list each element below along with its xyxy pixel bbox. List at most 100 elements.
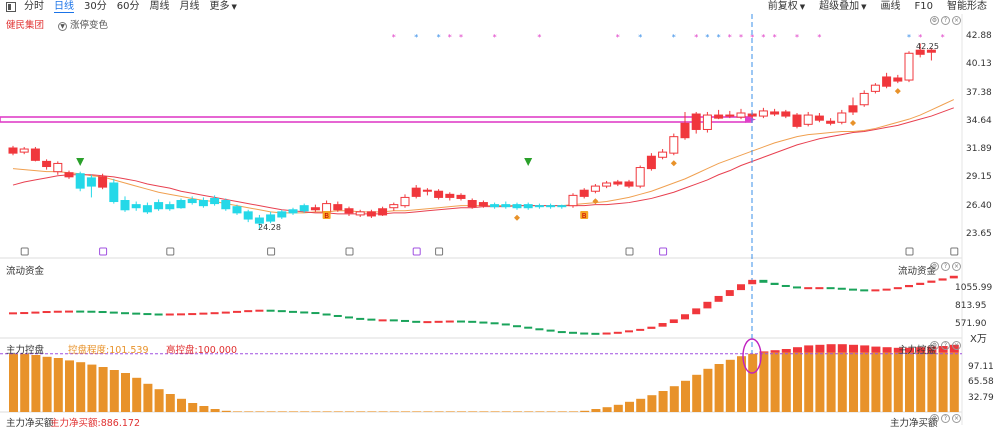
candle-body [635,167,645,187]
capital-bar [613,331,622,334]
draw-line-button[interactable]: 画线 [880,1,901,12]
candle [803,111,813,127]
candle-body [98,176,108,188]
price-axis-label: 26.40 [966,200,992,211]
candle-body [758,110,768,117]
tab-monthly[interactable]: 月线 [179,1,200,12]
capital-bar [871,289,880,292]
tab-30min[interactable]: 30分 [84,1,107,12]
candle-body [624,181,634,187]
control-excess-bar [871,346,881,353]
event-icon [905,247,914,256]
control-bar [53,358,63,412]
candle-body [893,77,903,82]
candle-body [904,52,914,81]
f10-button[interactable]: F10 [914,1,933,12]
tab-intraday[interactable]: 分时 [24,1,44,12]
control-bar [826,352,836,412]
candle-body [546,205,556,208]
help-icon[interactable]: ? [941,16,950,25]
control-bar [188,403,198,412]
candle [355,209,365,217]
buy-signal-icon [322,211,331,219]
candle [64,170,74,179]
candle [635,165,645,189]
down-arrow-icon [524,158,533,166]
candle-body [19,148,29,153]
candle-body [355,211,365,216]
candle-body [232,206,242,214]
sidebar-toggle-icon[interactable] [6,2,16,12]
help-icon[interactable]: ? [941,262,950,271]
settings-icon[interactable]: ⚙ [930,414,939,423]
candle-body [176,200,186,209]
candle [557,204,567,209]
adjust-dropdown[interactable]: 前复权 ▼ [767,1,806,12]
candle-body [478,202,488,207]
candle [165,201,175,211]
control-panel-right-title: 主力控盘 [898,345,937,356]
capital-bar [468,320,477,323]
star-marker-icon: * [437,33,441,42]
price-axis-label: 40.13 [966,59,992,70]
close-icon[interactable]: × [952,16,961,25]
candle-body [299,205,309,212]
candle-body [142,205,152,213]
candle-body [501,204,511,208]
limit-color-toggle[interactable]: ▼ 涨停变色 [58,17,108,31]
tab-weekly[interactable]: 周线 [149,1,170,12]
star-marker-icon: * [694,33,698,42]
capital-bar [221,311,230,314]
close-icon[interactable]: × [952,414,961,423]
tab-60min[interactable]: 60分 [116,1,140,12]
capital-bar [199,312,208,315]
control-bar [311,411,321,412]
capital-bar [65,310,73,313]
candle [400,194,410,208]
close-icon[interactable]: × [952,262,961,271]
control-bar [233,411,242,412]
candle [523,202,533,210]
help-icon[interactable]: ? [941,414,950,423]
smart-pattern-button[interactable]: 智能形态 [947,1,987,12]
candle-body [882,76,892,87]
control-bar [121,373,130,412]
help-icon[interactable]: ? [941,341,950,350]
settings-icon[interactable]: ⚙ [930,341,939,350]
control-bar [793,352,802,412]
capital-bar [938,278,947,281]
tab-daily[interactable]: 日线 [54,1,74,13]
control-bar [345,411,354,412]
star-marker-icon: * [907,33,911,42]
star-marker-icon: * [392,33,396,42]
candle [142,202,152,214]
candle [75,171,85,192]
settings-icon[interactable]: ⚙ [930,262,939,271]
overlay-dropdown[interactable]: 超级叠加 ▼ [819,1,867,12]
candle [187,196,197,205]
more-dropdown[interactable]: 更多 ▼ [209,1,237,12]
capital-bar [949,275,958,279]
event-icon [412,247,421,256]
control-bar [412,411,422,412]
control-bar [927,352,937,412]
settings-icon[interactable]: ⚙ [930,16,939,25]
control-bar [199,406,209,412]
control-bar [356,411,366,412]
candle [198,197,208,208]
capital-bar [42,311,51,314]
candle [8,145,18,156]
candle [42,159,52,170]
close-icon[interactable]: × [952,341,961,350]
candle-body [870,84,880,92]
event-icon [20,247,29,256]
candle [366,209,376,219]
capital-bar [367,318,376,321]
control-bar [781,352,791,412]
candle-body [42,160,52,168]
control-bar [333,411,343,412]
control-bar [625,401,634,412]
candle [926,48,936,61]
capital-bar [165,313,174,316]
